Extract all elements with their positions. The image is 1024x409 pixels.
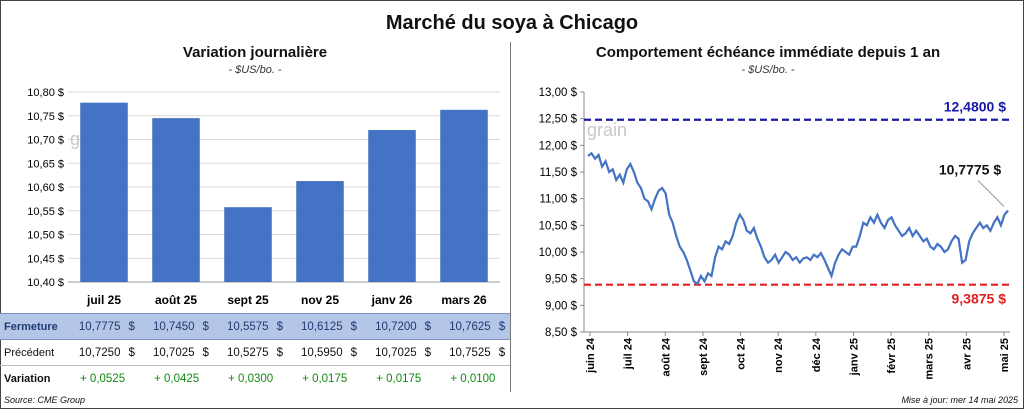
bar-ytick-label: 10,65 $ <box>27 158 64 170</box>
source-note: Source: CME Group <box>4 395 86 405</box>
bar-category-label: août 25 <box>155 293 197 307</box>
update-note: Mise à jour: mer 14 mai 2025 <box>901 395 1018 405</box>
right-chart-title: Comportement échéance immédiate depuis 1… <box>595 44 941 61</box>
line-xtick-label: avr 25 <box>961 338 973 370</box>
bar-ytick-label: 10,80 $ <box>27 87 64 99</box>
currency-symbol: $ <box>346 313 362 340</box>
table-cell: 10,6125 <box>287 313 347 340</box>
line-ytick-label: 13,00 $ <box>539 87 578 99</box>
table-cell: 10,7625 <box>435 313 495 340</box>
table-cell: + 0,0175 <box>287 365 362 392</box>
bar-category-label: mars 26 <box>441 293 487 307</box>
currency-symbol: $ <box>420 313 436 340</box>
table-cell: 10,5575 <box>213 313 273 340</box>
line-xtick-label: sept 24 <box>698 337 710 376</box>
bar-3 <box>296 181 344 282</box>
table-cell: 10,5275 <box>226 346 269 359</box>
last-value-leader-line <box>977 180 1005 207</box>
bar-ytick-label: 10,60 $ <box>27 182 64 194</box>
line-ytick-label: 9,50 $ <box>545 274 578 286</box>
line-ytick-label: 10,00 $ <box>539 247 578 259</box>
line-ytick-label: 10,50 $ <box>539 220 578 232</box>
row-label: Fermeture <box>0 313 66 340</box>
main-title: Marché du soya à Chicago <box>385 12 639 34</box>
daily-variation-bar-chart: grain 10,40 $10,45 $10,50 $10,55 $10,60 … <box>27 87 500 307</box>
line-xtick-label: mars 25 <box>924 338 936 380</box>
line-xtick-label: oct 24 <box>736 337 748 370</box>
bar-ytick-label: 10,55 $ <box>27 206 64 218</box>
currency-symbol: $ <box>498 346 506 359</box>
row-label: Variation <box>0 365 66 392</box>
bar-category-label: janv 26 <box>371 293 413 307</box>
table-cell: 10,7775 <box>65 313 125 340</box>
currency-symbol: $ <box>494 313 510 340</box>
currency-symbol: $ <box>350 346 358 359</box>
bar-ytick-label: 10,70 $ <box>27 135 64 147</box>
line-ytick-label: 11,50 $ <box>539 167 577 179</box>
currency-symbol: $ <box>128 346 135 359</box>
ref-line-label: 9,3875 $ <box>952 291 1007 307</box>
line-ytick-label: 12,00 $ <box>539 140 578 152</box>
line-ytick-label: 9,00 $ <box>545 300 578 312</box>
line-ytick-label: 11,00 $ <box>539 194 577 206</box>
bar-category-label: juil 25 <box>86 293 121 307</box>
line-xtick-label: janv 25 <box>848 338 860 376</box>
table-cell: 10,7025 <box>375 346 417 359</box>
line-xtick-label: févr 25 <box>886 338 898 373</box>
bar-ytick-label: 10,50 $ <box>27 230 64 242</box>
bar-ytick-label: 10,75 $ <box>27 111 64 123</box>
table-cell: 10,7200 <box>361 313 421 340</box>
currency-symbol: $ <box>202 346 209 359</box>
table-cell: + 0,0100 <box>435 365 510 392</box>
table-cell: + 0,0525 <box>65 365 140 392</box>
table-cell: 10,7025 <box>152 346 195 359</box>
price-series-line <box>587 151 1009 286</box>
line-xtick-label: mai 25 <box>999 338 1011 372</box>
currency-symbol: $ <box>276 346 283 359</box>
table-cell: + 0,0425 <box>139 365 214 392</box>
line-xtick-label: nov 24 <box>773 337 785 373</box>
left-chart-unit: - $US/bo. - <box>228 64 282 76</box>
bar-0 <box>80 102 128 282</box>
bar-ytick-label: 10,45 $ <box>27 253 64 265</box>
table-cell: + 0,0175 <box>361 365 436 392</box>
one-year-line-chart: 8,50 $ 9,00 $ 9,50 $ 10,00 $ 10,50 $ 11,00 $ 1… <box>539 87 1011 380</box>
line-xtick-label: juil 24 <box>623 337 635 370</box>
table-row-precedent: Précédent 10,7250 $10,7025 $10,5275 $10,5950… <box>0 340 510 366</box>
ref-line-label: 12,4800 $ <box>944 99 1006 115</box>
daily-price-table: Fermeture 10,7775 $10,7450 $10,5575 $10,6125… <box>0 313 510 392</box>
right-chart-unit: - $US/bo. - <box>741 64 795 76</box>
table-cell: 10,7450 <box>139 313 199 340</box>
table-cell: 10,5950 <box>301 346 343 359</box>
bar-5 <box>440 109 488 282</box>
last-value-label: 10,7775 $ <box>939 162 1001 178</box>
left-chart-title: Variation journalière <box>182 44 328 61</box>
bar-ytick-label: 10,40 $ <box>27 277 64 289</box>
row-label: Précédent <box>4 346 55 359</box>
table-cell: + 0,0300 <box>213 365 288 392</box>
line-xtick-label: déc 24 <box>811 337 823 372</box>
line-ytick-label: 12,50 $ <box>539 114 578 126</box>
bar-2 <box>224 207 272 282</box>
right-watermark: grain <box>587 120 627 140</box>
bar-4 <box>368 130 416 282</box>
currency-symbol: $ <box>272 313 288 340</box>
table-cell: 10,7525 <box>449 346 491 359</box>
bar-1 <box>152 118 200 282</box>
line-xtick-label: août 24 <box>660 337 672 376</box>
currency-symbol: $ <box>198 313 214 340</box>
line-xtick-label: juin 24 <box>585 337 597 374</box>
line-ytick-label: 8,50 $ <box>545 327 578 339</box>
bar-category-label: nov 25 <box>301 293 339 307</box>
bar-category-label: sept 25 <box>227 293 269 307</box>
currency-symbol: $ <box>424 346 432 359</box>
table-row-fermeture: Fermeture 10,7775 $10,7450 $10,5575 $10,6125… <box>0 313 510 340</box>
panel-divider <box>510 42 511 392</box>
table-cell: 10,7250 <box>78 346 121 359</box>
currency-symbol: $ <box>124 313 140 340</box>
table-row-variation: Variation + 0,0525 + 0,0425 + 0,0300 + 0,017… <box>0 365 510 392</box>
